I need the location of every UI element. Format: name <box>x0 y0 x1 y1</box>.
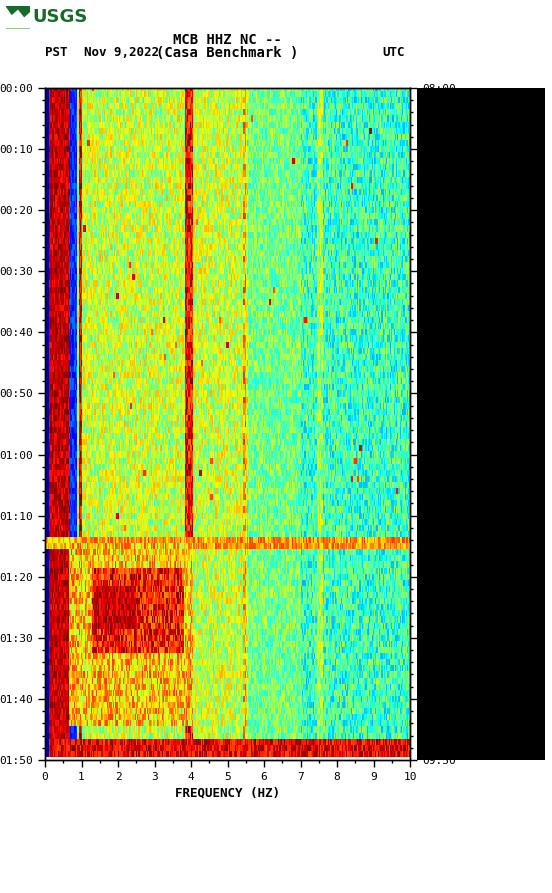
Polygon shape <box>6 6 30 29</box>
Text: UTC: UTC <box>382 46 405 59</box>
Text: USGS: USGS <box>33 8 88 27</box>
Text: MCB HHZ NC --: MCB HHZ NC -- <box>173 33 282 47</box>
Text: (Casa Benchmark ): (Casa Benchmark ) <box>156 46 299 60</box>
Text: Nov 9,2022: Nov 9,2022 <box>84 46 158 59</box>
X-axis label: FREQUENCY (HZ): FREQUENCY (HZ) <box>175 786 280 799</box>
Text: PST: PST <box>45 46 67 59</box>
